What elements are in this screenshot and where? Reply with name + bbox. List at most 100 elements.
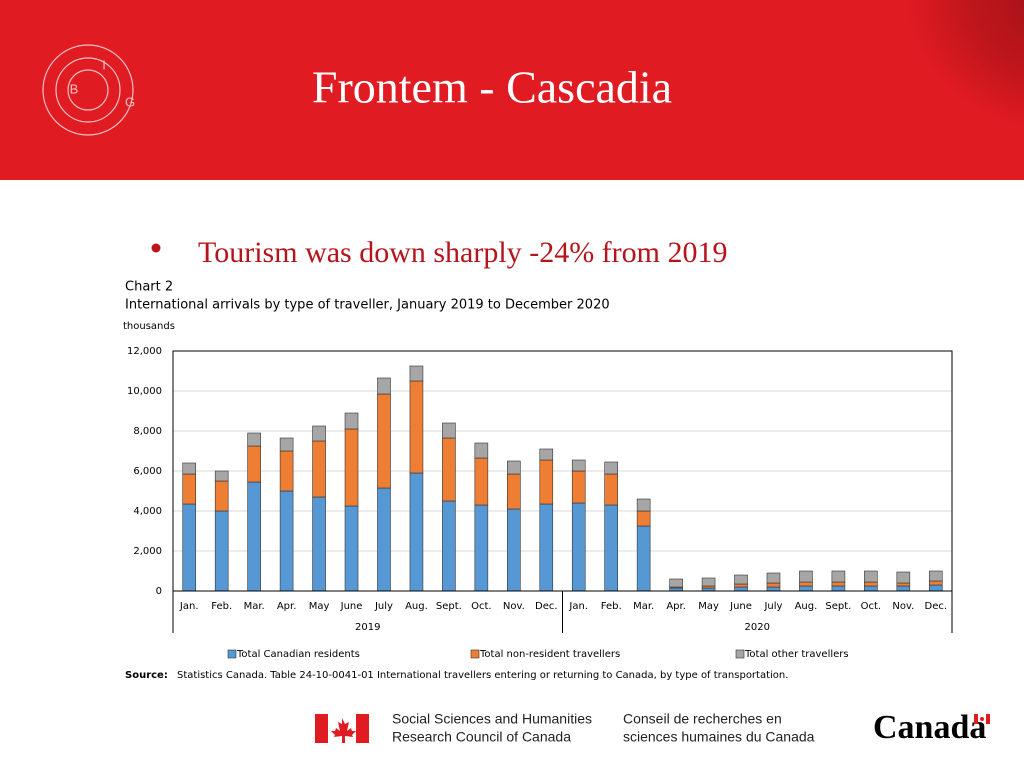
bar-segment xyxy=(864,570,878,583)
x-tick-label: Jan. xyxy=(179,601,199,612)
y-tick-label: 0 xyxy=(156,586,162,597)
bar-segment xyxy=(182,503,197,592)
footer-text: sciences humaines du Canada xyxy=(623,729,815,745)
y-tick-label: 8,000 xyxy=(133,426,162,437)
logo xyxy=(42,44,134,136)
x-tick-label: Nov. xyxy=(892,601,914,612)
bar-segment xyxy=(604,461,618,475)
wordmark-flag xyxy=(974,714,990,724)
x-tick-label: Dec. xyxy=(925,601,948,612)
y-tick-label: 4,000 xyxy=(133,506,162,517)
bar-segment xyxy=(539,503,554,592)
bar-segment xyxy=(279,450,294,492)
x-tick-label: Feb. xyxy=(601,601,622,612)
y-axis-label: thousands xyxy=(123,321,175,332)
bar-segment xyxy=(571,470,586,504)
bar-segment xyxy=(409,380,424,474)
x-tick-label: Oct. xyxy=(471,601,491,612)
header-texture xyxy=(820,0,1024,160)
bar-segment xyxy=(896,571,911,584)
x-tick-label: May xyxy=(309,601,330,612)
bar-segment xyxy=(409,365,424,382)
bar-segment xyxy=(312,425,326,442)
y-tick-label: 10,000 xyxy=(127,386,162,397)
bar-segment xyxy=(799,585,813,592)
logo-letter: B xyxy=(70,81,79,96)
footer-flag xyxy=(315,714,369,743)
x-tick-label: Aug. xyxy=(405,601,428,612)
bar-segment xyxy=(928,570,943,582)
x-tick-label: Sept. xyxy=(825,601,851,612)
bar-segment xyxy=(864,581,878,587)
legend-label: Total non-resident travellers xyxy=(479,649,620,660)
x-tick-label: June xyxy=(729,601,752,612)
bullet-dot xyxy=(151,243,161,253)
bar-segment xyxy=(928,580,943,586)
chart-subtitle: International arrivals by type of travel… xyxy=(125,298,610,313)
x-tick-label: Oct. xyxy=(861,601,881,612)
x-tick-label: Feb. xyxy=(211,601,232,612)
bar-segment xyxy=(507,473,521,510)
bar-segment xyxy=(864,585,878,592)
x-tick-label: Sept. xyxy=(436,601,462,612)
bar-segment xyxy=(474,442,489,459)
bar-segment xyxy=(409,472,424,592)
x-tick-label: Dec. xyxy=(535,601,558,612)
bar-segment xyxy=(701,577,716,587)
bar-segment xyxy=(831,585,846,592)
x-tick-label: Nov. xyxy=(503,601,525,612)
bar-segment xyxy=(734,583,748,588)
logo-letter: G xyxy=(125,94,135,109)
bar-segment xyxy=(831,581,846,587)
bar-segment xyxy=(604,504,618,592)
legend-swatch xyxy=(470,649,480,659)
bar-segment xyxy=(247,432,261,447)
x-tick-label: June xyxy=(340,601,363,612)
bar-segment xyxy=(377,377,391,395)
y-tick-label: 2,000 xyxy=(133,546,162,557)
bar-segment xyxy=(214,470,229,482)
bar-segment xyxy=(799,570,813,583)
bar-segment xyxy=(571,502,586,592)
bar-segment xyxy=(734,586,748,592)
canada-wordmark: Canada xyxy=(873,709,986,746)
source-label: Source: xyxy=(125,670,168,681)
bar-segment xyxy=(507,460,521,475)
bar-segment xyxy=(182,462,197,475)
bar-segment xyxy=(279,490,294,592)
chart-title: Chart 2 xyxy=(125,280,173,295)
bar-segment xyxy=(442,500,456,592)
x-tick-label: Mar. xyxy=(244,601,265,612)
x-group-label: 2019 xyxy=(355,622,380,633)
x-tick-label: Apr. xyxy=(666,601,686,612)
footer-text: Social Sciences and Humanities xyxy=(392,711,592,727)
legend-swatch xyxy=(735,649,745,659)
bar-segment xyxy=(766,586,781,592)
bar-segment xyxy=(928,584,943,592)
bar-segment xyxy=(442,422,456,439)
bar-segment xyxy=(312,440,326,498)
bar-segment xyxy=(312,496,326,592)
slide-title: Frontem - Cascadia xyxy=(312,62,672,113)
bar-segment xyxy=(636,525,651,592)
x-tick-label: Mar. xyxy=(633,601,654,612)
bar-segment xyxy=(604,473,618,506)
bar-segment xyxy=(474,504,489,592)
bar-segment xyxy=(182,473,197,505)
bar-segment xyxy=(507,508,521,592)
x-tick-label: July xyxy=(374,601,393,612)
bar-segment xyxy=(247,445,261,483)
bar-segment xyxy=(247,481,261,592)
bar-segment xyxy=(344,428,359,507)
footer-text: Conseil de recherches en xyxy=(623,711,782,727)
x-tick-label: Jan. xyxy=(568,601,588,612)
bar-segment xyxy=(734,574,748,585)
bar-segment xyxy=(766,582,781,588)
bar-segment xyxy=(669,578,683,588)
bar-segment xyxy=(766,572,781,584)
bar-segment xyxy=(214,510,229,592)
x-tick-label: Aug. xyxy=(795,601,818,612)
bar-segment xyxy=(344,412,359,430)
